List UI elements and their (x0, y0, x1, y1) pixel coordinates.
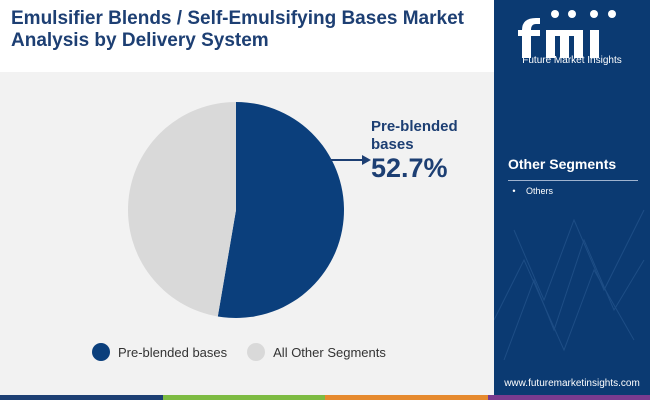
title-line-2: Analysis by Delivery System (11, 30, 269, 51)
divider (508, 180, 638, 181)
other-segments-title: Other Segments (508, 156, 617, 172)
bottom-bar-seg-3 (325, 395, 488, 400)
legend: Pre-blended bases All Other Segments (92, 342, 406, 362)
bottom-bar-seg-4 (487, 395, 650, 400)
callout-label: Pre-blended bases (371, 118, 458, 153)
bullet-icon: • (512, 186, 516, 196)
pie-slice-all-other-segments (128, 102, 236, 317)
legend-item: All Other Segments (247, 343, 386, 361)
legend-swatch (247, 343, 266, 361)
legend-swatch (92, 343, 110, 361)
fmi-logo (518, 10, 616, 58)
legend-label: Pre-blended bases (118, 344, 228, 360)
legend-item: Pre-blended bases (92, 343, 227, 361)
list-item-label: Others (526, 186, 554, 196)
title-line-1: Emulsifier Blends / Self-Emulsifying Bas… (11, 8, 464, 29)
bottom-bar-seg-1 (0, 395, 163, 400)
sidebar: Future Market Insights Other Segments • O… (494, 0, 650, 400)
list-item: • Others (508, 186, 638, 196)
legend-label: All Other Segments (273, 344, 386, 360)
logo-text: Future Market Insights (522, 55, 622, 66)
callout-value: 52.7% (371, 153, 448, 183)
website-url[interactable]: www.futuremarketinsights.com (504, 378, 640, 389)
page-title: Emulsifier Blends / Self-Emulsifying Bas… (11, 8, 491, 52)
pie-slice-pre-blended-bases (217, 101, 345, 318)
callout-arrow (330, 155, 371, 165)
sidebar-texture (494, 209, 645, 361)
header: Emulsifier Blends / Self-Emulsifying Bas… (0, 0, 494, 72)
bottom-bar (0, 395, 650, 400)
bottom-bar-seg-2 (162, 395, 325, 400)
